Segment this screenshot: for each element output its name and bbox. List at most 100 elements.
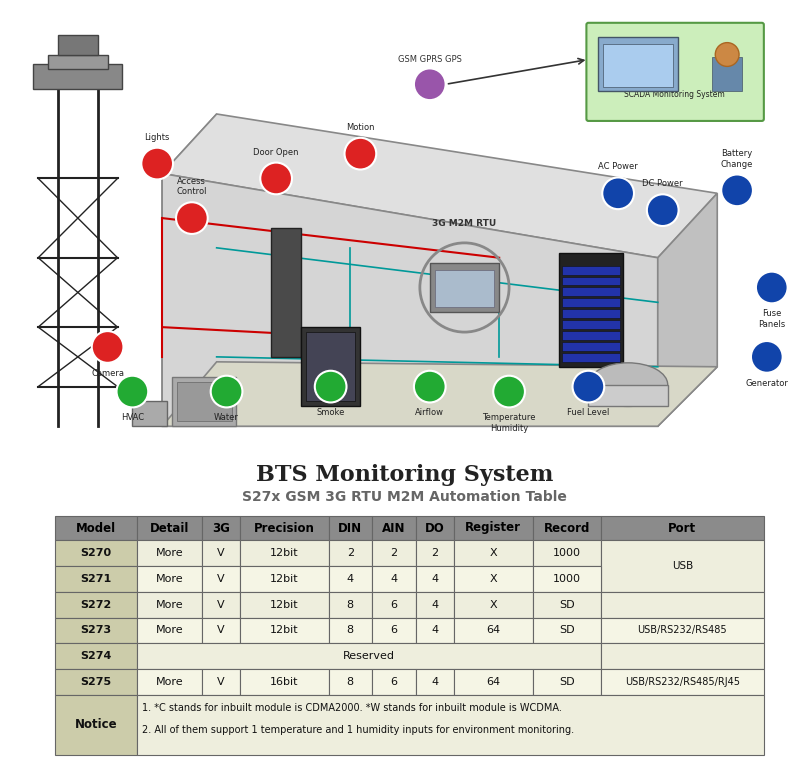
Bar: [328, 617, 372, 643]
Bar: [240, 540, 328, 566]
Text: SCADA Monitoring System: SCADA Monitoring System: [625, 90, 725, 99]
Bar: [588, 385, 667, 407]
Text: 64: 64: [486, 625, 500, 635]
Bar: [416, 592, 454, 617]
Text: 64: 64: [486, 677, 500, 687]
Text: S271: S271: [80, 574, 112, 584]
Bar: [604, 43, 672, 87]
Text: Smoke: Smoke: [316, 408, 345, 417]
Text: AIN: AIN: [382, 521, 405, 534]
Bar: [55, 643, 137, 669]
Bar: [137, 695, 764, 755]
Text: V: V: [217, 677, 225, 687]
Circle shape: [414, 371, 446, 403]
Text: 1. *C stands for inbuilt module is CDMA2000. *W stands for inbuilt module is WCD: 1. *C stands for inbuilt module is CDMA2…: [142, 703, 561, 713]
Text: Fuel Level: Fuel Level: [567, 408, 609, 417]
Text: 4: 4: [431, 600, 438, 610]
Text: Fuse
Panels: Fuse Panels: [758, 309, 786, 328]
Bar: [532, 540, 601, 566]
Bar: [328, 540, 372, 566]
Text: Model: Model: [76, 521, 116, 534]
Bar: [599, 36, 678, 91]
Circle shape: [260, 163, 292, 195]
Text: Port: Port: [668, 521, 697, 534]
Text: 16bit: 16bit: [270, 677, 299, 687]
Circle shape: [602, 177, 634, 209]
Circle shape: [345, 138, 376, 169]
Bar: [48, 55, 108, 69]
Text: USB/RS232/RS485/RJ45: USB/RS232/RS485/RJ45: [625, 677, 740, 687]
Bar: [372, 592, 416, 617]
Text: 2. All of them support 1 temperature and 1 humidity inputs for environment monit: 2. All of them support 1 temperature and…: [142, 725, 574, 735]
Circle shape: [573, 371, 604, 403]
Text: 6: 6: [391, 600, 397, 610]
Text: V: V: [217, 625, 225, 635]
Text: USB: USB: [671, 561, 693, 571]
Text: 3G: 3G: [212, 521, 230, 534]
Text: V: V: [217, 600, 225, 610]
Bar: [55, 540, 137, 566]
Bar: [55, 592, 137, 617]
Bar: [559, 253, 623, 367]
Text: S274: S274: [80, 651, 112, 661]
Bar: [202, 592, 240, 617]
Text: Precision: Precision: [254, 521, 315, 534]
Text: 12bit: 12bit: [270, 625, 299, 635]
Bar: [372, 669, 416, 695]
Bar: [601, 617, 764, 643]
Bar: [561, 331, 621, 340]
Bar: [137, 540, 202, 566]
Bar: [561, 277, 621, 286]
Text: Water: Water: [214, 413, 239, 423]
Text: S272: S272: [80, 600, 112, 610]
Text: 8: 8: [347, 625, 354, 635]
Bar: [454, 566, 532, 592]
Text: 4: 4: [431, 574, 438, 584]
Bar: [55, 566, 137, 592]
Text: USB/RS232/RS485: USB/RS232/RS485: [637, 625, 727, 635]
Circle shape: [721, 175, 753, 206]
Text: 1000: 1000: [553, 574, 581, 584]
Text: SD: SD: [559, 677, 574, 687]
Text: 4: 4: [431, 625, 438, 635]
Bar: [202, 617, 240, 643]
Bar: [240, 566, 328, 592]
Bar: [532, 516, 601, 540]
Text: More: More: [155, 677, 183, 687]
Bar: [328, 592, 372, 617]
Bar: [561, 287, 621, 296]
Bar: [372, 617, 416, 643]
Bar: [561, 353, 621, 362]
Circle shape: [647, 195, 679, 226]
Bar: [202, 516, 240, 540]
Circle shape: [142, 147, 173, 179]
Text: HVAC: HVAC: [121, 413, 144, 423]
Bar: [416, 669, 454, 695]
Bar: [416, 566, 454, 592]
Bar: [601, 540, 764, 592]
Bar: [137, 592, 202, 617]
Bar: [454, 516, 532, 540]
Polygon shape: [162, 362, 718, 426]
Bar: [271, 228, 301, 357]
Ellipse shape: [588, 363, 667, 407]
Text: AC Power: AC Power: [598, 163, 638, 172]
Text: 1000: 1000: [553, 548, 581, 558]
Bar: [416, 516, 454, 540]
Text: S273: S273: [80, 625, 112, 635]
Bar: [601, 669, 764, 695]
Bar: [601, 643, 764, 669]
Text: Camera: Camera: [91, 369, 124, 378]
Text: S27x GSM 3G RTU M2M Automation Table: S27x GSM 3G RTU M2M Automation Table: [242, 490, 567, 504]
Bar: [416, 540, 454, 566]
Circle shape: [210, 375, 243, 407]
Bar: [712, 56, 742, 91]
Text: SD: SD: [559, 600, 574, 610]
Bar: [532, 566, 601, 592]
Text: S275: S275: [80, 677, 112, 687]
Text: More: More: [155, 548, 183, 558]
Bar: [532, 592, 601, 617]
Bar: [434, 270, 494, 307]
Bar: [372, 540, 416, 566]
Text: DIN: DIN: [338, 521, 362, 534]
